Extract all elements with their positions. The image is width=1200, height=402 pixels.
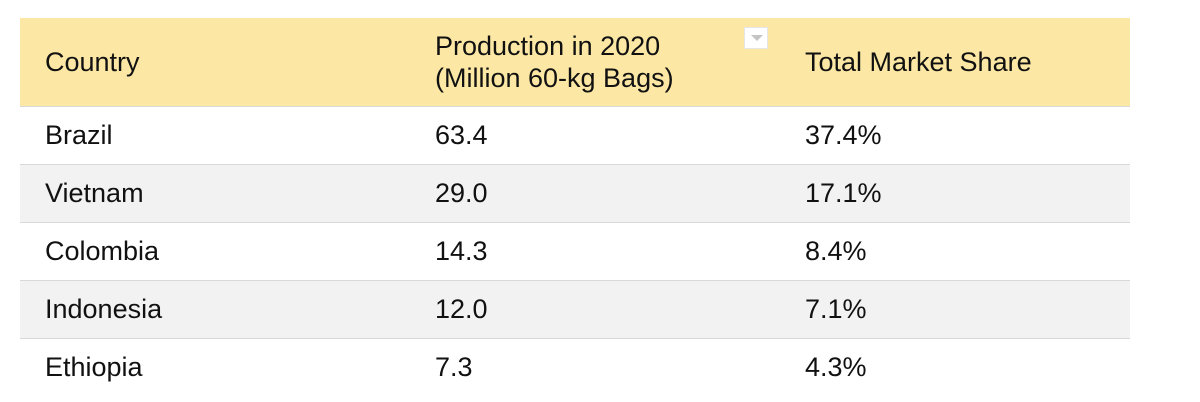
cell-production: 7.3 — [435, 351, 473, 382]
cell-share: 37.4% — [805, 119, 882, 150]
column-header-country[interactable]: Country — [20, 18, 410, 106]
cell-production: 29.0 — [435, 177, 488, 208]
table-row: Vietnam 29.0 17.1% — [20, 164, 1130, 222]
data-table-container: Country Production in 2020 (Million 60-k… — [20, 18, 1130, 396]
table-row: Indonesia 12.0 7.1% — [20, 280, 1130, 338]
cell-country: Colombia — [45, 235, 160, 266]
table-row: Brazil 63.4 37.4% — [20, 106, 1130, 164]
cell-production: 12.0 — [435, 293, 488, 324]
cell-country: Ethiopia — [45, 351, 143, 382]
column-header-production-label-line1: Production in 2020 — [435, 30, 661, 61]
header-row: Country Production in 2020 (Million 60-k… — [20, 18, 1130, 106]
cell-share: 7.1% — [805, 293, 867, 324]
table-row: Ethiopia 7.3 4.3% — [20, 338, 1130, 396]
coffee-production-table: Country Production in 2020 (Million 60-k… — [20, 18, 1130, 396]
cell-production: 63.4 — [435, 119, 488, 150]
cell-production: 14.3 — [435, 235, 488, 266]
column-header-production[interactable]: Production in 2020 (Million 60-kg Bags) — [410, 18, 780, 106]
table-header: Country Production in 2020 (Million 60-k… — [20, 18, 1130, 106]
column-header-share-label: Total Market Share — [805, 46, 1032, 77]
cell-share: 17.1% — [805, 177, 882, 208]
cell-share: 8.4% — [805, 235, 867, 266]
table-body: Brazil 63.4 37.4% Vietnam 29.0 17.1% Col… — [20, 106, 1130, 396]
cell-share: 4.3% — [805, 351, 867, 382]
chevron-down-icon[interactable] — [744, 27, 768, 49]
table-row: Colombia 14.3 8.4% — [20, 222, 1130, 280]
column-header-country-label: Country — [45, 46, 140, 77]
column-header-share[interactable]: Total Market Share — [780, 18, 1130, 106]
cell-country: Vietnam — [45, 177, 144, 208]
cell-country: Brazil — [45, 119, 113, 150]
column-header-production-label-line2: (Million 60-kg Bags) — [435, 62, 674, 93]
cell-country: Indonesia — [45, 293, 163, 324]
